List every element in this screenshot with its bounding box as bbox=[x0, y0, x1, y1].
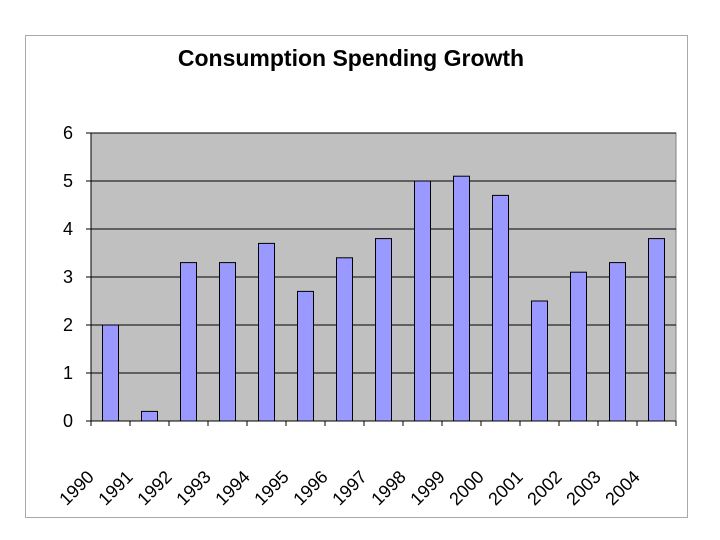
x-tick-label: 2000 bbox=[445, 467, 487, 509]
y-tick-label: 4 bbox=[63, 219, 73, 239]
x-tick-label: 1994 bbox=[211, 467, 253, 509]
bar-1993 bbox=[219, 262, 236, 422]
x-tick-label: 2002 bbox=[523, 467, 565, 509]
bar-1999 bbox=[453, 175, 470, 422]
bar-1994 bbox=[258, 242, 275, 422]
bar-1996 bbox=[336, 257, 353, 422]
bar-1998 bbox=[414, 180, 431, 422]
x-tick-label: 2003 bbox=[562, 467, 604, 509]
x-tick-label: 1998 bbox=[367, 467, 409, 509]
bar-2001 bbox=[531, 300, 548, 422]
bar-1992 bbox=[180, 262, 197, 422]
y-tick-label: 2 bbox=[63, 315, 73, 335]
y-tick-label: 0 bbox=[63, 411, 73, 431]
chart-title: Consumption Spending Growth bbox=[177, 45, 525, 71]
bar-2002 bbox=[570, 271, 587, 422]
x-tick-label: 2001 bbox=[484, 467, 526, 509]
x-tick-label: 1992 bbox=[133, 467, 175, 509]
bar-2000 bbox=[492, 194, 509, 422]
bar-1991 bbox=[141, 410, 158, 422]
x-tick-label: 1990 bbox=[55, 467, 97, 509]
x-tick-label: 2004 bbox=[601, 467, 643, 509]
x-axis-ticks: 1990199119921993199419951996199719981999… bbox=[55, 421, 677, 509]
bar-2003 bbox=[609, 262, 626, 422]
x-tick-label: 1991 bbox=[94, 467, 136, 509]
y-tick-label: 1 bbox=[63, 363, 73, 383]
x-tick-label: 1993 bbox=[172, 467, 214, 509]
x-tick-label: 1999 bbox=[406, 467, 448, 509]
bar-1990 bbox=[102, 324, 119, 422]
x-tick-label: 1997 bbox=[328, 467, 370, 509]
x-tick-label: 1996 bbox=[289, 467, 331, 509]
bar-1997 bbox=[375, 238, 392, 422]
y-tick-label: 5 bbox=[63, 171, 73, 191]
y-axis-ticks: 0 1 2 3 4 5 6 bbox=[63, 123, 91, 431]
bar-1995 bbox=[297, 290, 314, 422]
y-tick-label: 3 bbox=[63, 267, 73, 287]
bar-series bbox=[102, 175, 665, 422]
y-tick-label: 6 bbox=[63, 123, 73, 143]
x-tick-label: 1995 bbox=[250, 467, 292, 509]
bar-2004 bbox=[648, 238, 665, 422]
